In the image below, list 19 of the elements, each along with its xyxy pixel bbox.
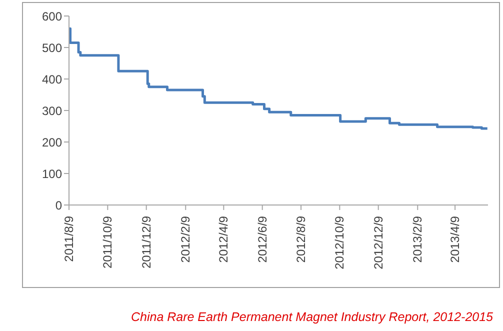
y-tick-label: 400 bbox=[42, 72, 62, 86]
x-tick-label: 2013/2/9 bbox=[410, 216, 425, 263]
text: China Rare Earth Permanent Magnet Industry Report, 2012-2015 bbox=[130, 310, 493, 324]
x-tick-label: 2012/12/9 bbox=[371, 216, 386, 270]
y-tick-label: 300 bbox=[42, 104, 62, 118]
x-tick-label: 2012/4/9 bbox=[216, 216, 231, 263]
y-tick-label: 500 bbox=[42, 40, 62, 55]
y-tick-label: 100 bbox=[42, 166, 62, 181]
x-tick-label: 2011/12/9 bbox=[139, 216, 154, 268]
y-tick-label: 200 bbox=[42, 135, 62, 150]
x-tick-label: 2012/10/9 bbox=[332, 216, 347, 270]
y-tick-label: 0 bbox=[55, 198, 62, 212]
x-tick-label: 2011/8/9 bbox=[62, 216, 76, 262]
x-tick-label: 2013/4/9 bbox=[448, 216, 462, 263]
x-tick-label: 2012/2/9 bbox=[178, 216, 193, 263]
x-tick-label: 2012/6/9 bbox=[255, 216, 270, 263]
x-tick-label: 2011/10/9 bbox=[100, 216, 115, 268]
y-tick-label: 600 bbox=[42, 9, 62, 24]
x-tick-label: 2012/8/9 bbox=[294, 216, 308, 263]
